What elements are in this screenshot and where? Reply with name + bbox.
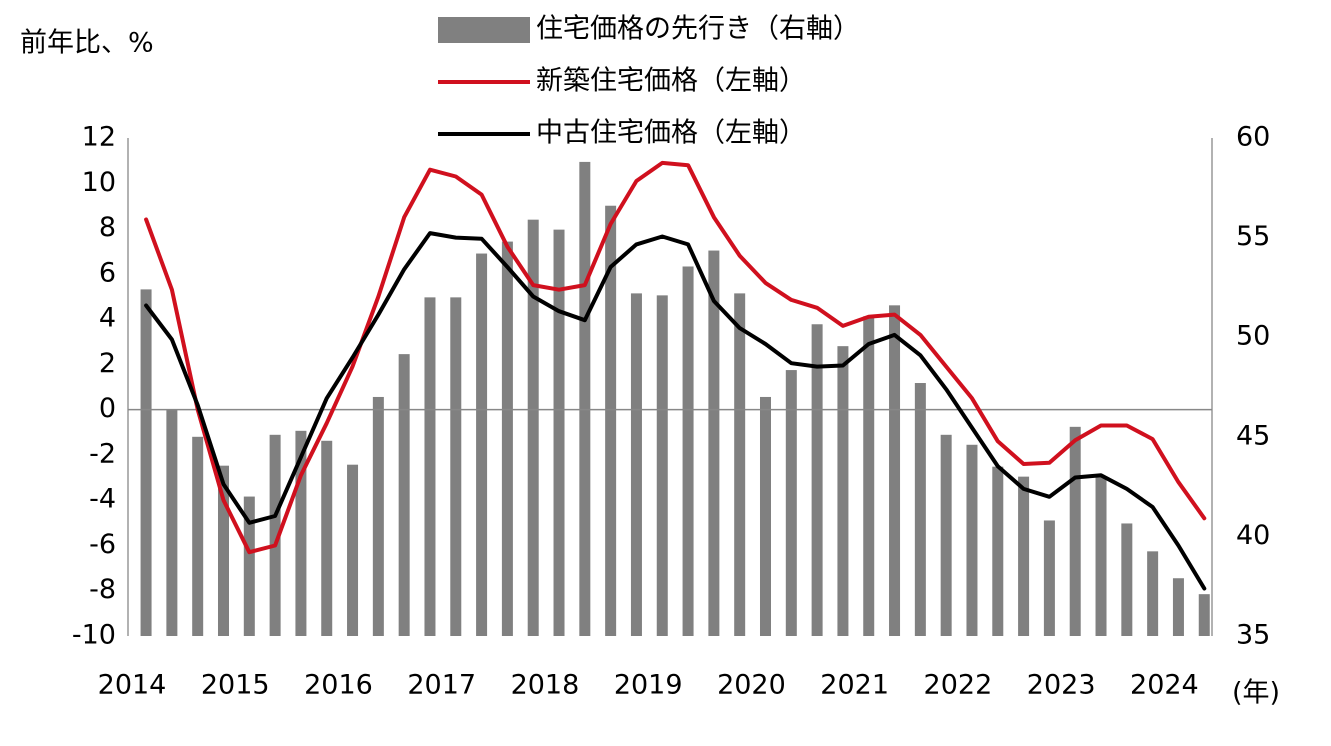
y-tick-label: 4 [99,303,116,334]
y-tick-label: 8 [99,212,116,243]
y-tick-label: -10 [72,620,116,651]
bar [166,409,178,636]
bar [501,241,513,637]
x-tick-label: 2020 [717,670,786,701]
bar [321,440,333,636]
y2-tick-label: 35 [1236,620,1270,651]
bar [1043,520,1055,636]
y2-tick-label: 50 [1236,321,1270,352]
bar [837,346,849,636]
bar [682,266,694,636]
bar [579,161,591,637]
y2-tick-label: 55 [1236,221,1270,252]
line [144,231,1207,591]
legend-label: 中古住宅価格（左軸） [536,118,806,149]
y-axis-label: 前年比、% [20,28,154,59]
bar [863,316,875,636]
bar [476,253,488,636]
legend-swatch [438,17,530,43]
bar [269,434,281,636]
bar [424,297,436,636]
line [144,160,1207,555]
bar [192,436,204,636]
y-tick-label: -8 [89,574,116,605]
bar [785,370,797,636]
bar [1018,476,1030,636]
y-tick-label: 0 [99,393,116,424]
x-tick-label: 2021 [820,670,889,701]
x-tick-label: 2014 [98,670,167,701]
x-tick-label: 2018 [511,670,580,701]
y-tick-label: -2 [89,438,116,469]
bar [243,496,255,636]
bar [734,293,746,636]
bar [914,383,926,636]
bar [708,250,720,636]
bar [656,295,668,636]
y-tick-label: -6 [89,529,116,560]
legend-label: 新築住宅価格（左軸） [536,66,806,97]
y2-tick-label: 60 [1236,122,1270,153]
bar [347,464,359,636]
bar [553,229,565,636]
y-tick-label: 12 [82,122,116,153]
y-tick-label: 10 [82,167,116,198]
bar [1095,476,1107,636]
bar [605,205,617,636]
bar [217,465,229,636]
bar [527,219,539,636]
bar [759,396,771,636]
legend-label: 住宅価格の先行き（右軸） [536,14,860,45]
x-tick-label: 2022 [924,670,993,701]
y-tick-label: -4 [89,484,116,515]
bar [372,396,384,636]
x-tick-label: 2017 [407,670,476,701]
bar [940,434,952,636]
bar [630,293,642,636]
bar [398,354,410,636]
bar [811,324,823,636]
bar [295,430,307,636]
bar [140,289,152,636]
bar [1121,523,1133,636]
bar [966,444,978,636]
y2-tick-label: 45 [1236,420,1270,451]
bar [889,305,901,636]
bar [1069,426,1081,636]
x-tick-label: 2024 [1130,670,1199,701]
x-tick-label: 2023 [1027,670,1096,701]
x-tick-label: 2019 [614,670,683,701]
bar [450,297,462,636]
x-tick-label: 2015 [201,670,270,701]
bar [1147,551,1159,636]
x-tick-label: 2016 [304,670,373,701]
x-axis-label: (年) [1232,678,1280,709]
y2-tick-label: 40 [1236,520,1270,551]
bar [992,466,1004,636]
y-tick-label: 6 [99,257,116,288]
y-tick-label: 2 [99,348,116,379]
bar [1198,594,1210,636]
bar [1172,578,1184,636]
